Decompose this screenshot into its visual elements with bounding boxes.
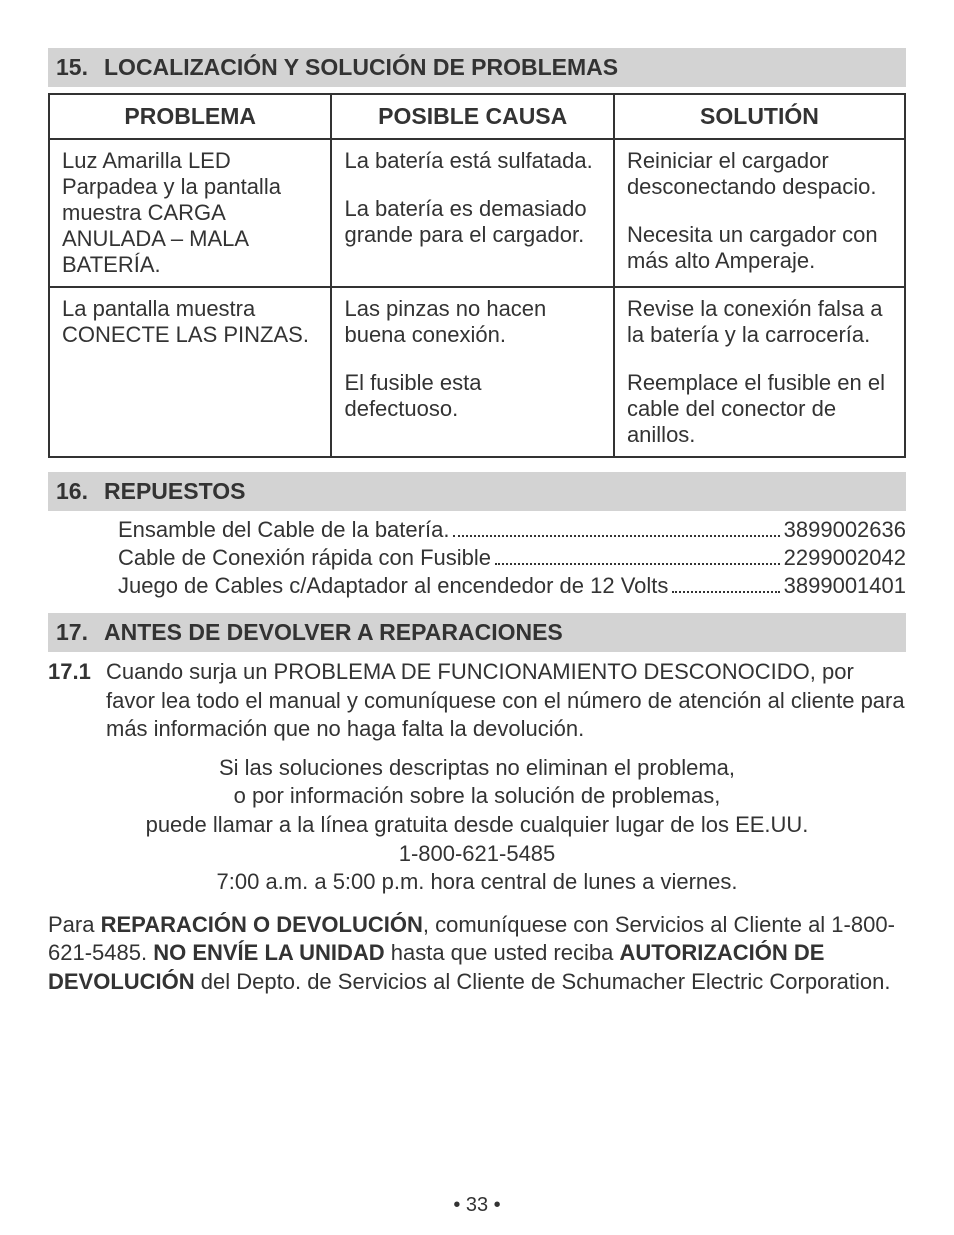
- section-17-title: ANTES DE DEVOLVER A REPARACIONES: [104, 619, 563, 646]
- leader-dots: [453, 535, 779, 537]
- cell-solution: Revise la conexión falsa a la batería y …: [614, 287, 905, 457]
- section-16-number: 16.: [56, 478, 90, 505]
- part-code: 3899002636: [784, 517, 906, 543]
- parts-row: Cable de Conexión rápida con Fusible 229…: [118, 545, 906, 571]
- section-15-number: 15.: [56, 54, 90, 81]
- center-line: puede llamar a la línea gratuita desde c…: [48, 811, 906, 840]
- text-run: Para: [48, 912, 101, 937]
- cell-cause: La batería está sulfatada. La batería es…: [331, 139, 613, 287]
- section-17-heading: 17. ANTES DE DEVOLVER A REPARACIONES: [48, 613, 906, 652]
- paragraph-17-1: 17.1 Cuando surja un PROBLEMA DE FUNCION…: [48, 658, 906, 744]
- parts-list: Ensamble del Cable de la batería. 389900…: [118, 517, 906, 599]
- hours-line: 7:00 a.m. a 5:00 p.m. hora central de lu…: [48, 868, 906, 897]
- cell-solution: Reiniciar el cargador desconectando desp…: [614, 139, 905, 287]
- th-solution: SOLUTIÓN: [614, 94, 905, 139]
- text-run: del Depto. de Servicios al Cliente de Sc…: [195, 969, 891, 994]
- cause-block: La batería es demasiado grande para el c…: [344, 196, 600, 248]
- part-code: 2299002042: [784, 545, 906, 571]
- contact-info-block: Si las soluciones descriptas no eliminan…: [48, 754, 906, 897]
- bold-run: REPARACIÓN O DEVOLUCIÓN: [101, 912, 423, 937]
- section-16-heading: 16. REPUESTOS: [48, 472, 906, 511]
- parts-row: Ensamble del Cable de la batería. 389900…: [118, 517, 906, 543]
- th-cause: POSIBLE CAUSA: [331, 94, 613, 139]
- section-16-title: REPUESTOS: [104, 478, 245, 505]
- bold-run: NO ENVÍE LA UNIDAD: [153, 940, 384, 965]
- cause-block: El fusible esta defectuoso.: [344, 370, 600, 422]
- th-problem: PROBLEMA: [49, 94, 331, 139]
- parts-row: Juego de Cables c/Adaptador al encendedo…: [118, 573, 906, 599]
- cause-block: Las pinzas no hacen buena conexión.: [344, 296, 600, 348]
- cell-problem: Luz Amarilla LED Parpadea y la pantalla …: [49, 139, 331, 287]
- cell-cause: Las pinzas no hacen buena conexión. El f…: [331, 287, 613, 457]
- solution-block: Reemplace el fusible en el cable del con…: [627, 370, 892, 448]
- part-code: 3899001401: [784, 573, 906, 599]
- paragraph-number: 17.1: [48, 658, 96, 744]
- table-row: Luz Amarilla LED Parpadea y la pantalla …: [49, 139, 905, 287]
- section-15-title: LOCALIZACIÓN Y SOLUCIÓN DE PROBLEMAS: [104, 54, 618, 81]
- center-line: o por información sobre la solución de p…: [48, 782, 906, 811]
- table-row: La pantalla muestra CONECTE LAS PINZAS. …: [49, 287, 905, 457]
- phone-number: 1-800-621-5485: [48, 840, 906, 869]
- leader-dots: [672, 591, 779, 593]
- part-label: Juego de Cables c/Adaptador al encendedo…: [118, 573, 668, 599]
- part-label: Cable de Conexión rápida con Fusible: [118, 545, 491, 571]
- leader-dots: [495, 563, 780, 565]
- center-line: Si las soluciones descriptas no eliminan…: [48, 754, 906, 783]
- troubleshooting-table: PROBLEMA POSIBLE CAUSA SOLUTIÓN Luz Amar…: [48, 93, 906, 458]
- part-label: Ensamble del Cable de la batería.: [118, 517, 449, 543]
- paragraph-text: Cuando surja un PROBLEMA DE FUNCIONAMIEN…: [106, 658, 906, 744]
- manual-page: 15. LOCALIZACIÓN Y SOLUCIÓN DE PROBLEMAS…: [0, 0, 954, 1235]
- solution-block: Necesita un cargador con más alto Ampera…: [627, 222, 892, 274]
- cell-problem: La pantalla muestra CONECTE LAS PINZAS.: [49, 287, 331, 457]
- section-17-number: 17.: [56, 619, 90, 646]
- cause-block: La batería está sulfatada.: [344, 148, 600, 174]
- solution-block: Reiniciar el cargador desconectando desp…: [627, 148, 892, 200]
- text-run: hasta que usted reciba: [385, 940, 620, 965]
- section-15-heading: 15. LOCALIZACIÓN Y SOLUCIÓN DE PROBLEMAS: [48, 48, 906, 87]
- solution-block: Revise la conexión falsa a la batería y …: [627, 296, 892, 348]
- return-instructions: Para REPARACIÓN O DEVOLUCIÓN, comuníques…: [48, 911, 906, 997]
- page-number: • 33 •: [0, 1194, 954, 1217]
